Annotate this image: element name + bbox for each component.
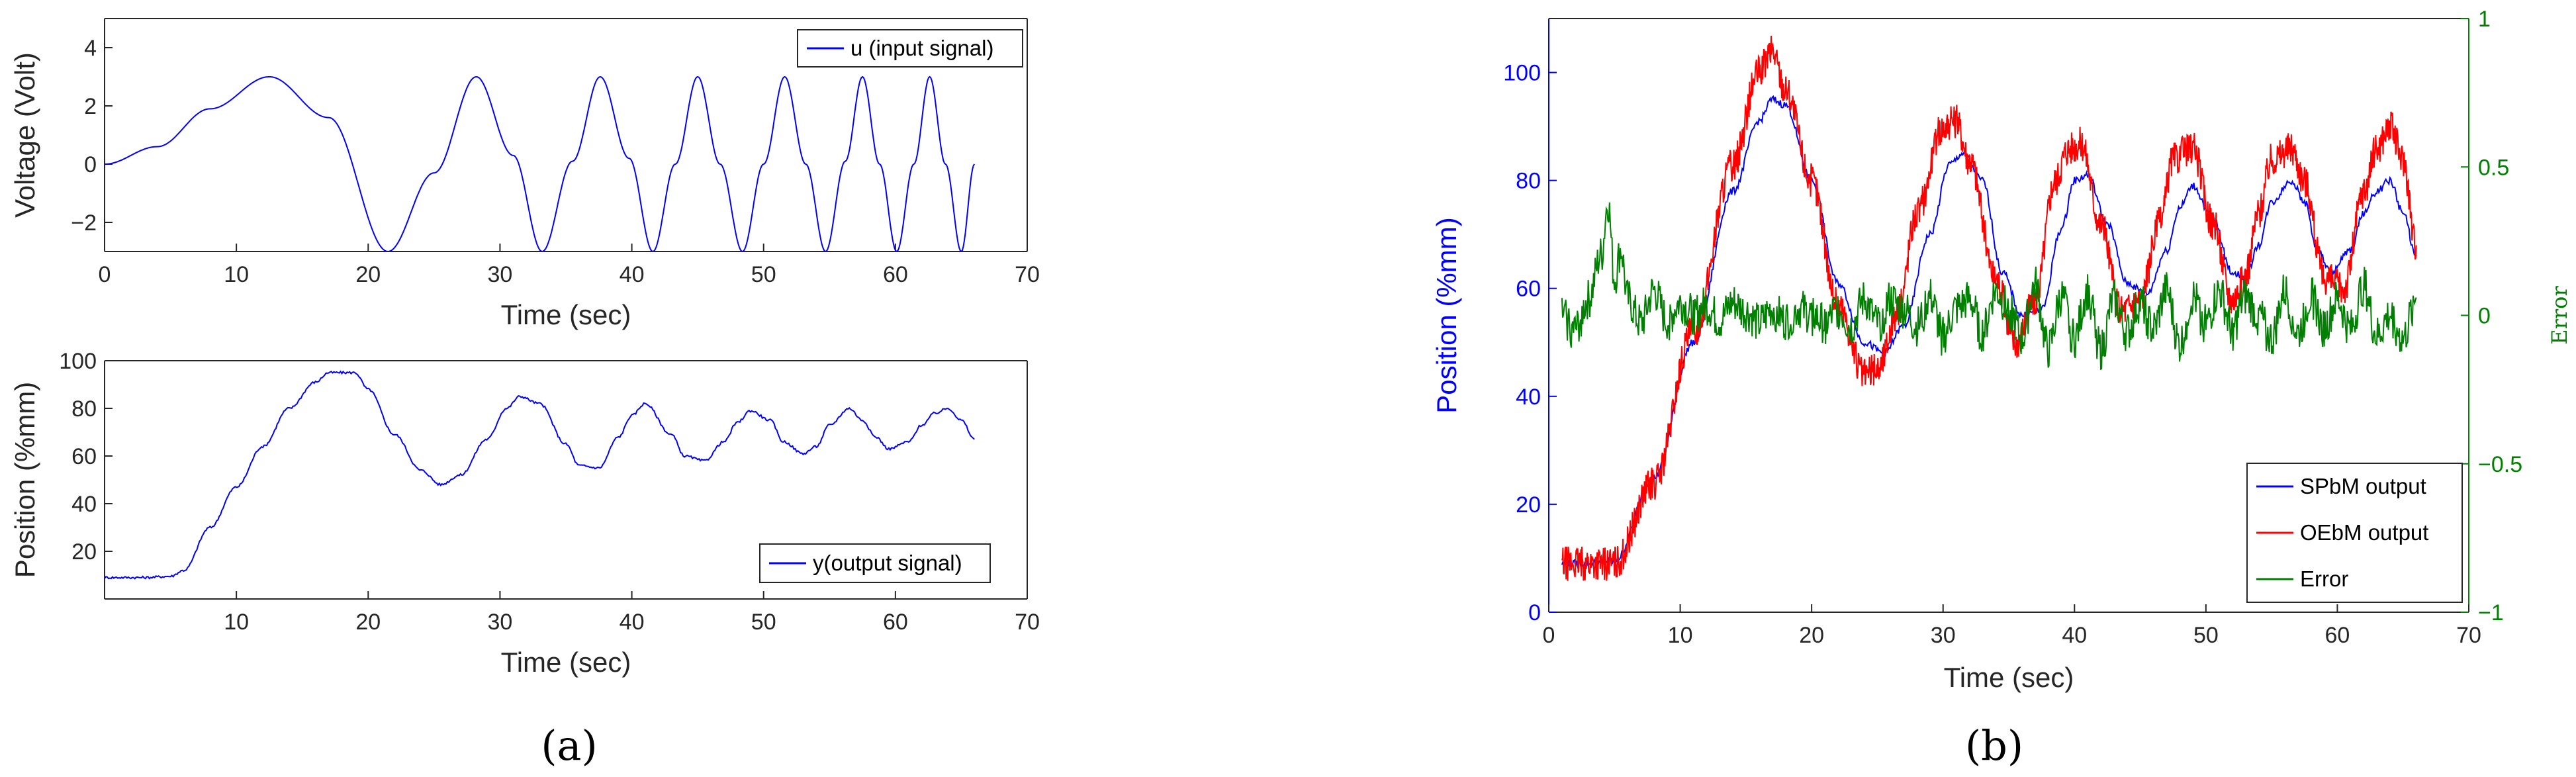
legend-entry: OEbM output <box>2300 520 2428 545</box>
y2-axis-label: Error <box>2547 286 2572 345</box>
y-axis-label: Position (%mm) <box>1431 217 1462 413</box>
y-tick-label: 0 <box>84 152 97 177</box>
y2-tick-label: 0 <box>2478 304 2491 329</box>
legend-entry: Error <box>2300 567 2348 591</box>
y-tick-label: 100 <box>59 349 97 374</box>
x-tick-label: 0 <box>99 262 111 287</box>
x-tick-label: 60 <box>2325 623 2350 648</box>
x-tick-label: 50 <box>751 262 776 287</box>
legend-entry: SPbM output <box>2300 474 2426 498</box>
x-tick-label: 10 <box>224 262 249 287</box>
y-tick-label: 80 <box>71 396 97 422</box>
x-tick-label: 60 <box>883 262 908 287</box>
legend: y(output signal) <box>759 543 991 583</box>
x-tick-label: 40 <box>620 262 645 287</box>
x-axis-label: Time (sec) <box>1944 662 2074 693</box>
legend-entry: y(output signal) <box>813 551 962 575</box>
y2-tick-label: −1 <box>2478 600 2504 625</box>
x-tick-label: 70 <box>1015 262 1040 287</box>
chart-a-top: 0 10 20 30 40 50 60 70 −2 0 2 4 Time (sec) Voltage (V… <box>9 18 1040 330</box>
y2-tick-label: −0.5 <box>2478 452 2522 477</box>
y2-tick-label: 0.5 <box>2478 155 2509 180</box>
x-tick-label: 30 <box>1931 623 1956 648</box>
x-tick-label: 10 <box>224 610 249 635</box>
y-tick-label: 40 <box>1516 385 1541 410</box>
x-tick-label: 20 <box>355 262 381 287</box>
y-tick-label: 2 <box>84 94 97 119</box>
x-tick-label: 40 <box>2062 623 2087 648</box>
y-tick-label: −2 <box>71 210 97 236</box>
x-tick-label: 70 <box>1015 610 1040 635</box>
y-axis-label: Voltage (Volt) <box>9 52 40 218</box>
x-tick-label: 30 <box>488 610 513 635</box>
x-tick-label: 20 <box>1799 623 1824 648</box>
x-axis-label: Time (sec) <box>501 299 631 330</box>
series-line-u-input-signal <box>105 75 976 251</box>
series-line-error <box>1561 202 2417 371</box>
panel-label-b: (b) <box>1965 721 2023 770</box>
y-tick-label: 0 <box>1528 600 1541 625</box>
x-tick-label: 10 <box>1668 623 1693 648</box>
series-line-y-output-signal <box>105 370 975 580</box>
x-tick-label: 60 <box>883 610 908 635</box>
x-tick-label: 50 <box>2193 623 2219 648</box>
panel-label-a: (a) <box>541 721 597 770</box>
series-line-oebm-output <box>1561 36 2417 581</box>
y-tick-label: 20 <box>1516 492 1541 518</box>
y2-tick-label: 1 <box>2478 7 2491 32</box>
y-tick-label: 100 <box>1503 61 1541 86</box>
x-tick-label: 70 <box>2456 623 2481 648</box>
x-axis-label: Time (sec) <box>501 647 631 678</box>
y-tick-label: 60 <box>71 444 97 469</box>
legend: SPbM output OEbM output Error <box>2246 463 2463 603</box>
x-tick-label: 30 <box>488 262 513 287</box>
y-tick-label: 4 <box>84 36 97 61</box>
legend-entry: u (input signal) <box>851 36 993 60</box>
y-tick-label: 40 <box>71 492 97 517</box>
y-tick-label: 20 <box>71 539 97 565</box>
chart-a-bottom: 10 20 30 40 50 60 70 20 40 60 80 100 Time (sec) Posit… <box>9 349 1040 678</box>
legend: u (input signal) <box>797 29 1023 68</box>
x-tick-label: 0 <box>1543 623 1555 648</box>
x-tick-label: 20 <box>355 610 381 635</box>
x-tick-label: 50 <box>751 610 776 635</box>
y-tick-label: 80 <box>1516 169 1541 194</box>
x-tick-label: 40 <box>620 610 645 635</box>
y-tick-label: 60 <box>1516 277 1541 302</box>
y-axis-label: Position (%mm) <box>9 382 40 578</box>
chart-b: 0 10 20 30 40 50 60 70 0 20 40 60 80 100 −1 −0.5 0 0.5 1 Ti… <box>1431 7 2572 693</box>
